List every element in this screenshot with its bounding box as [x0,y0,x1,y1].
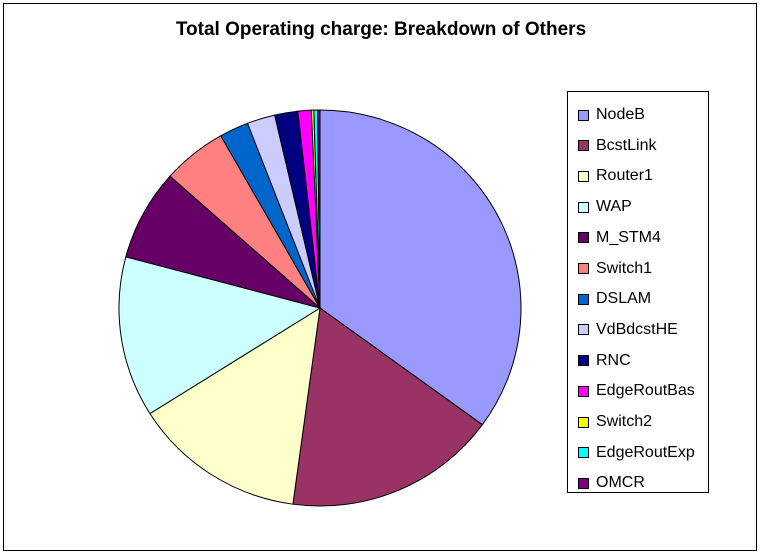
legend-item: EdgeRoutBas [578,381,708,401]
legend-label: DSLAM [596,290,652,308]
legend-swatch [578,416,589,428]
legend-item: WAP [578,197,708,217]
chart-title: Total Operating charge: Breakdown of Oth… [175,19,587,40]
legend-item: DSLAM [578,289,708,309]
legend-swatch [578,170,589,182]
legend-label: BcstLink [596,136,657,154]
legend-item: Router1 [578,166,708,186]
legend-label: OMCR [596,474,645,492]
legend-swatch [578,201,589,213]
legend-item: BcstLink [578,136,708,156]
legend-label: EdgeRoutExp [596,443,695,461]
legend-item: OMCR [578,473,708,493]
legend-label: Switch2 [596,413,653,430]
legend-item: EdgeRoutExp [578,443,708,463]
legend-swatch [578,355,589,367]
legend-label: RNC [596,351,631,369]
legend-label: Switch1 [596,259,653,277]
legend-item: NodeB [578,105,708,125]
pie-slice-wap [118,256,322,415]
legend-swatch [578,324,589,336]
legend-swatch [578,447,589,459]
legend-item: RNC [578,351,708,371]
legend-item: Switch1 [578,259,708,279]
pie-slice-bcstlink [292,307,484,507]
legend-label: NodeB [596,106,645,123]
legend-swatch [578,232,589,244]
legend-item: Switch2 [578,412,708,432]
legend-swatch [578,140,589,152]
pie-slice-nodeb [319,109,522,426]
legend-swatch [578,477,589,489]
legend: NodeB BcstLink Router1 WAP M_STM4 Switch1 DSLA… [567,91,709,493]
legend-item: VdBdcstHE [578,320,708,340]
legend-label: Router1 [596,167,653,185]
legend-label: WAP [596,198,632,216]
legend-item: M_STM4 [578,228,708,248]
legend-swatch [578,109,589,121]
legend-label: VdBdcstHE [596,320,678,338]
legend-swatch [578,293,589,305]
legend-label: EdgeRoutBas [596,382,695,400]
legend-swatch [578,263,589,274]
legend-label: M_STM4 [596,228,661,246]
pie-slice-omcr [317,109,321,309]
pie-slice-router1 [149,307,321,505]
legend-swatch [578,385,589,397]
